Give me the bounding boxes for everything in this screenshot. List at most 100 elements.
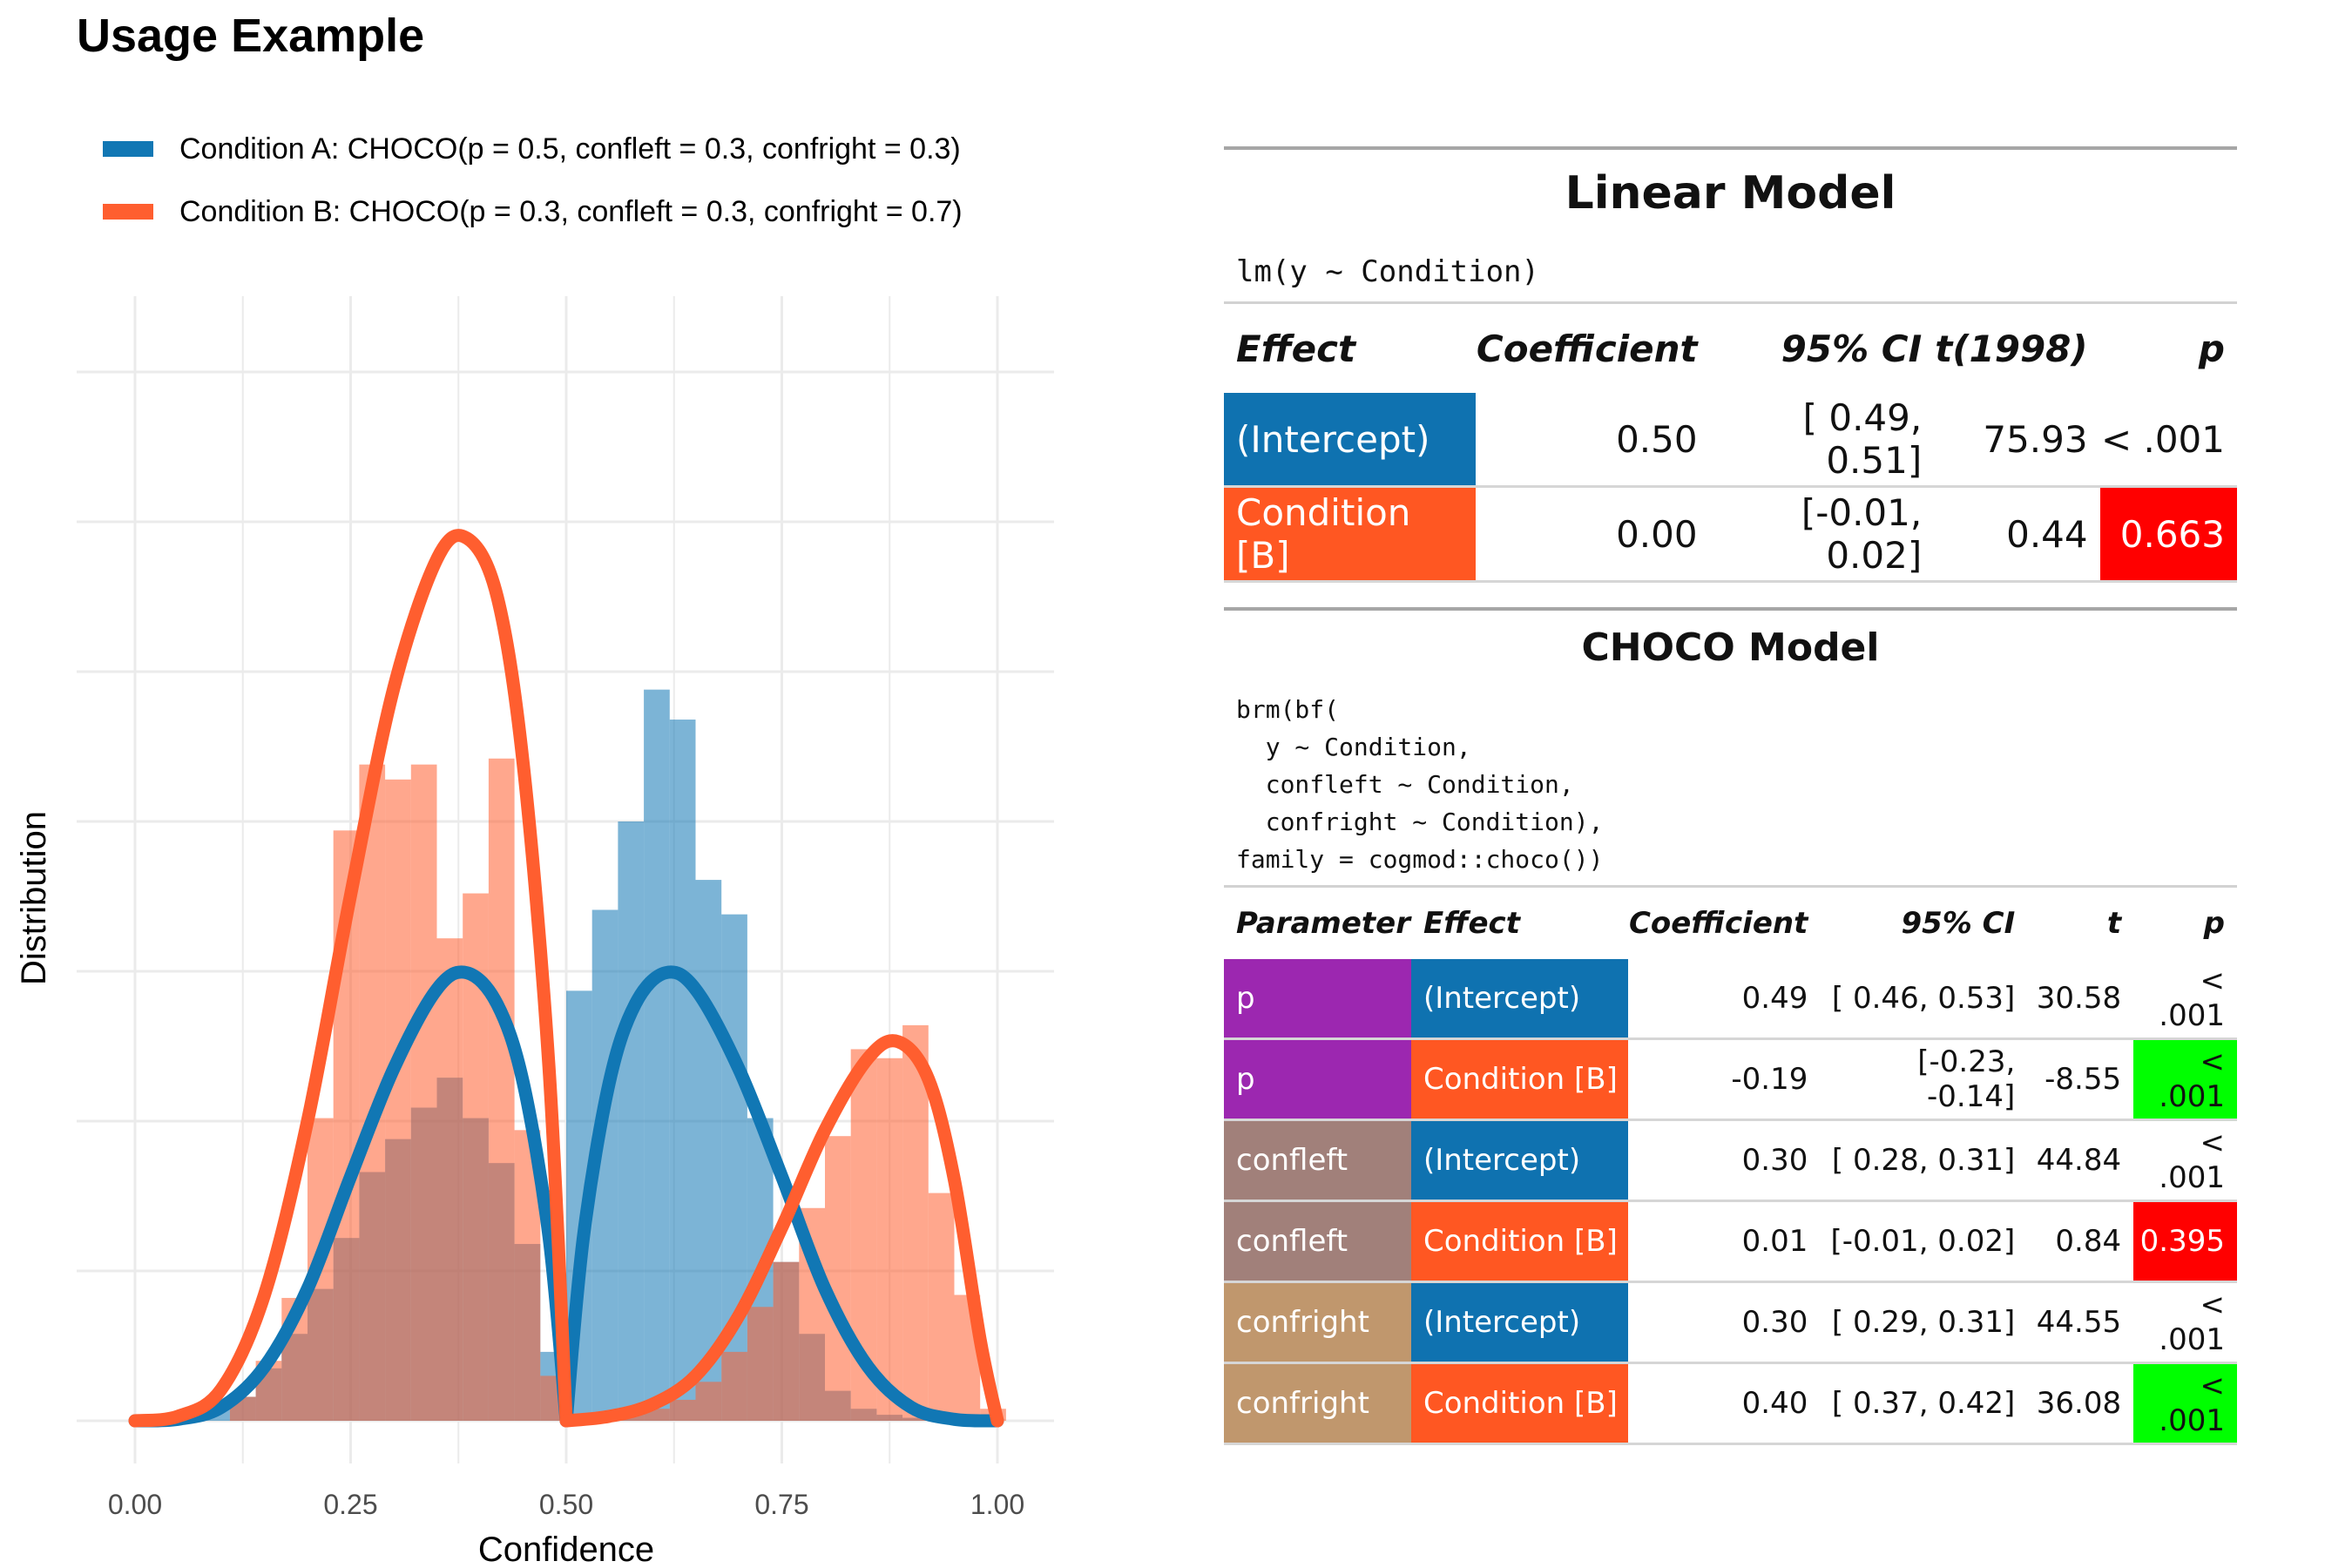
parameter-cell: confleft [1224,1119,1411,1201]
header-ci: 95% CI [1901,906,2016,941]
p-value-cell: < .001 [2133,1362,2237,1444]
density-curve-condition-a [128,965,573,1428]
parameter-cell: p [1224,1038,1411,1120]
t-cell: 30.58 [2036,981,2122,1016]
linear-model-formula: lm(y ~ Condition) [1236,254,1539,289]
ci-cell: [ 0.37, 0.42] [1831,1386,2016,1421]
p-value-cell: 0.395 [2133,1200,2237,1282]
density-curve-condition-a [559,965,1004,1428]
coefficient-cell: 0.50 [1616,417,1698,461]
coefficient-cell: 0.01 [1741,1224,1808,1259]
effect-cell: Condition [B] [1224,486,1476,582]
p-value-cell: < .001 [2159,1125,2225,1195]
x-tick-label: 0.25 [323,1489,377,1520]
choco-model-table: Parameter Effect Coefficient 95% CI t p … [1224,888,2237,1445]
page-title: Usage Example [77,10,425,62]
histogram-bar-condition-b [488,758,515,1421]
histogram-bar-condition-b [825,1136,851,1421]
parameter-cell: confleft [1224,1200,1411,1282]
x-tick-label: 0.50 [539,1489,593,1520]
density-curve-condition-b [559,1034,1004,1428]
header-coefficient: Coefficient [1628,906,1808,941]
table-row: (Intercept) 0.50 [ 0.49, 0.51] 75.93 < .001 [1224,393,2237,487]
p-value-cell: 0.663 [2099,486,2237,582]
histogram-bar-condition-b [876,1058,903,1421]
table-row: p (Intercept) 0.49 [ 0.46, 0.53] 30.58 < .001 [1224,959,2237,1039]
header-t: t(1998) [1935,327,2088,370]
coefficient-cell: 0.49 [1741,981,1808,1016]
p-value-cell: < .001 [2133,1038,2237,1120]
histogram-bar-condition-b [928,1193,955,1421]
histogram-chart: 0.00 0.25 0.50 0.75 1.00 Confidence Distributi… [15,296,1054,1568]
x-axis-title: Confidence [478,1531,654,1568]
p-value-cell: < .001 [2159,963,2225,1033]
effect-cell: (Intercept) [1410,959,1628,1039]
y-axis-title: Distribution [15,811,53,985]
t-cell: 36.08 [2036,1386,2122,1421]
legend-item-condition-a: Condition A: CHOCO(p = 0.5, confleft = 0… [103,118,963,180]
effect-cell: Condition [B] [1410,1038,1628,1120]
histogram-bar-condition-b [436,938,463,1421]
histogram-bar-condition-a [695,880,722,1421]
histogram-bar-condition-b [773,1261,800,1421]
header-p: p [2203,906,2225,941]
density-curve-condition-b [128,529,573,1428]
t-cell: 44.55 [2036,1305,2122,1340]
histogram-bar-condition-b [902,1024,929,1421]
coefficient-cell: 0.40 [1741,1386,1808,1421]
choco-model-header-row: Parameter Effect Coefficient 95% CI t p [1224,888,2237,959]
legend-key-condition-b [103,204,153,220]
ci-cell: [-0.01, 0.02] [1830,1224,2016,1259]
header-coefficient: Coefficient [1476,327,1698,370]
legend-key-condition-a [103,141,153,157]
model-tables: Linear Model lm(y ~ Condition) Effect Co… [1224,146,2237,1445]
effect-cell: (Intercept) [1410,1281,1628,1363]
x-tick-label: 0.00 [108,1489,162,1520]
effect-cell: (Intercept) [1224,393,1476,487]
linear-model-title: Linear Model [1565,167,1896,220]
linear-model-rule [1224,301,2237,304]
parameter-cell: confright [1224,1362,1411,1444]
ci-cell: [ 0.28, 0.31] [1831,1143,2016,1178]
coefficient-cell: 0.00 [1616,512,1698,556]
t-cell: 44.84 [2036,1143,2122,1178]
p-value-cell: < .001 [2100,417,2225,461]
choco-model-formula: brm(bf( y ~ Condition, confleft ~ Condit… [1236,695,1604,874]
histogram-bar-condition-a [644,689,670,1421]
histogram-bar-condition-a [669,720,696,1421]
chart-legend: Condition A: CHOCO(p = 0.5, confleft = 0… [103,118,963,243]
effect-cell: Condition [B] [1410,1362,1628,1444]
ci-cell: [ 0.49, 0.51] [1802,396,1923,482]
table-row: confleft (Intercept) 0.30 [ 0.28, 0.31] 44.8… [1224,1119,2237,1201]
choco-model-rule-top [1224,607,2237,611]
t-cell: -8.55 [2044,1062,2122,1097]
coefficient-cell: -0.19 [1731,1062,1808,1097]
histogram-bar-condition-b [669,1399,696,1421]
coefficient-cell: 0.30 [1741,1305,1808,1340]
header-parameter: Parameter [1236,906,1410,941]
table-row: confright Condition [B] 0.40 [ 0.37, 0.42] 3… [1224,1362,2237,1444]
x-tick-label: 1.00 [970,1489,1024,1520]
t-cell: 0.44 [2006,512,2088,556]
table-row: confleft Condition [B] 0.01 [-0.01, 0.02] 0.… [1224,1200,2237,1282]
p-value-cell: < .001 [2159,1288,2225,1357]
t-cell: 0.84 [2055,1224,2122,1259]
histogram-bar-condition-b [410,764,437,1421]
choco-model-rule [1224,885,2237,888]
table-row: Condition [B] 0.00 [-0.01, 0.02] 0.44 0.663 [1224,486,2237,582]
parameter-cell: confright [1224,1281,1411,1363]
histogram-bar-condition-a [618,821,645,1421]
ci-cell: [ 0.46, 0.53] [1831,981,2016,1016]
histogram-bar-condition-b [695,1382,722,1421]
ci-cell: [-0.23, -0.14] [1917,1044,2016,1114]
linear-model-header-row: Effect Coefficient 95% CI t(1998) p [1224,304,2237,393]
legend-label-condition-a: Condition A: CHOCO(p = 0.5, confleft = 0… [179,132,961,166]
header-p: p [2198,327,2225,370]
histogram-bar-condition-b [721,1351,747,1421]
x-tick-label: 0.75 [754,1489,808,1520]
table-row: p Condition [B] -0.19 [-0.23, -0.14] -8.55 < … [1224,1038,2237,1120]
header-t: t [2106,906,2122,941]
ci-cell: [ 0.29, 0.31] [1831,1305,2016,1340]
effect-cell: (Intercept) [1410,1119,1628,1201]
parameter-cell: p [1224,959,1411,1039]
